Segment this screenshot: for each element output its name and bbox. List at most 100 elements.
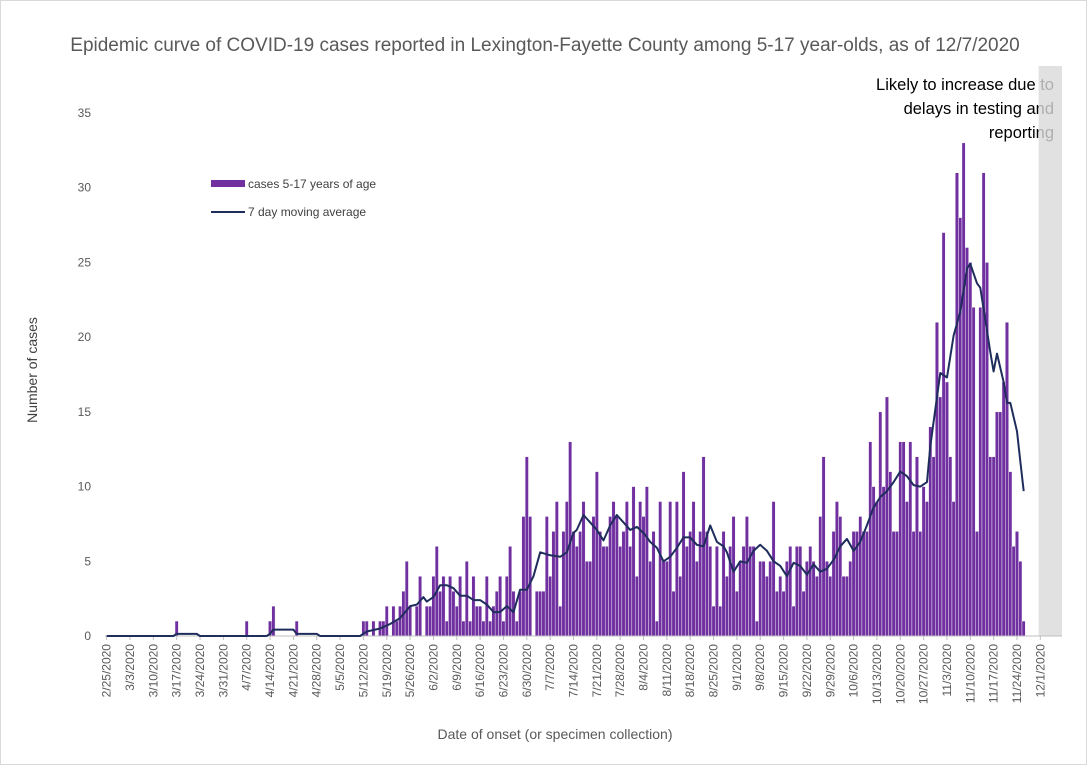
bar-cases <box>544 516 549 637</box>
moving-average-line <box>106 262 1025 637</box>
y-tick-label: 20 <box>78 330 92 344</box>
bar-cases <box>995 411 999 637</box>
bar-cases <box>664 561 669 637</box>
bar-cases <box>404 561 409 637</box>
bar-cases <box>561 531 566 637</box>
bar-cases <box>845 576 849 637</box>
y-tick-label: 10 <box>78 480 92 494</box>
legend-item-cases: cases 5-17 years of age <box>211 176 376 196</box>
bar-cases <box>444 620 449 637</box>
bar-cases <box>931 456 936 637</box>
bar-cases <box>461 620 466 637</box>
y-tick-label: 15 <box>78 405 92 419</box>
bar-cases <box>698 531 703 637</box>
bar-cases <box>564 501 569 637</box>
bar-cases <box>558 605 563 637</box>
bar-cases <box>581 501 586 637</box>
bar-cases <box>781 590 786 637</box>
bar-cases <box>738 561 743 637</box>
bar-cases <box>818 516 823 637</box>
bar-cases <box>918 531 923 637</box>
y-tick-label: 5 <box>84 554 91 568</box>
bar-cases <box>528 516 533 637</box>
bar-cases <box>725 576 729 637</box>
bar-cases <box>978 307 983 637</box>
bar-cases <box>508 546 513 637</box>
bar-cases <box>718 605 723 637</box>
bar-cases <box>654 620 659 637</box>
bar-cases <box>464 561 469 637</box>
bar-cases <box>1015 531 1019 637</box>
bar-cases <box>598 531 603 637</box>
x-tick-label: 9/8/2020 <box>753 644 767 691</box>
bar-cases <box>518 590 523 637</box>
bar-cases <box>811 561 816 637</box>
x-tick-label: 3/3/2020 <box>123 644 137 691</box>
bar-cases <box>631 486 636 637</box>
legend-bar-swatch <box>211 180 245 188</box>
bar-cases <box>614 516 619 637</box>
bar-cases <box>398 605 402 637</box>
bar-cases <box>841 576 846 637</box>
bar-cases <box>418 576 422 637</box>
bar-cases <box>474 605 479 637</box>
bar-cases <box>488 620 493 637</box>
bar-cases <box>394 620 399 637</box>
bar-cases <box>731 516 736 637</box>
bar-cases <box>878 411 883 637</box>
bar-cases <box>648 561 653 637</box>
bar-cases <box>498 576 503 637</box>
bar-cases <box>711 605 716 637</box>
bar-cases <box>674 501 679 637</box>
bar-cases <box>584 561 589 637</box>
x-tick-label: 10/13/2020 <box>870 644 884 704</box>
bar-cases <box>831 531 836 637</box>
bar-cases <box>888 471 893 637</box>
bar-cases <box>601 546 606 637</box>
bar-cases <box>745 516 749 637</box>
bar-cases <box>511 590 516 637</box>
bar-cases <box>428 605 432 637</box>
x-tick-label: 3/17/2020 <box>170 644 184 698</box>
bar-cases <box>594 471 599 637</box>
x-tick-label: 8/25/2020 <box>707 644 721 698</box>
x-tick-label: 9/1/2020 <box>730 644 744 691</box>
bar-cases <box>414 605 419 637</box>
x-tick-label: 5/5/2020 <box>333 644 347 691</box>
x-tick-label: 11/17/2020 <box>987 644 1001 703</box>
bar-cases <box>755 620 759 637</box>
bar-cases <box>524 456 529 637</box>
x-tick-label: 7/14/2020 <box>566 644 580 698</box>
x-tick-label: 11/24/2020 <box>1010 644 1024 703</box>
bar-cases <box>541 590 546 637</box>
bar-cases <box>998 411 1003 637</box>
x-tick-label: 9/29/2020 <box>823 644 837 698</box>
bar-cases <box>551 531 556 637</box>
bar-cases <box>961 142 966 637</box>
bar-cases <box>865 531 869 637</box>
bar-cases <box>591 516 596 637</box>
bar-cases <box>708 546 713 637</box>
x-tick-label: 4/7/2020 <box>240 644 254 691</box>
bar-cases <box>501 620 506 637</box>
bar-cases <box>438 590 442 637</box>
bar-cases <box>571 531 576 637</box>
x-tick-label: 10/27/2020 <box>917 644 931 704</box>
bar-cases <box>451 590 456 637</box>
x-tick-label: 4/21/2020 <box>286 644 300 698</box>
x-tick-label: 8/11/2020 <box>660 644 674 697</box>
bar-cases <box>715 546 719 637</box>
bar-cases <box>861 531 866 637</box>
bar-cases <box>554 501 559 637</box>
bar-cases <box>835 501 839 637</box>
x-tick-label: 11/10/2020 <box>963 644 977 703</box>
bar-cases <box>454 605 459 637</box>
bar-cases <box>881 486 886 637</box>
x-tick-label: 6/30/2020 <box>520 644 534 698</box>
bar-cases <box>618 546 623 637</box>
incomplete-data-shade <box>1038 66 1062 636</box>
bar-cases <box>384 605 389 637</box>
bar-cases <box>941 232 946 637</box>
bar-cases <box>901 441 906 637</box>
bar-cases <box>965 247 969 637</box>
